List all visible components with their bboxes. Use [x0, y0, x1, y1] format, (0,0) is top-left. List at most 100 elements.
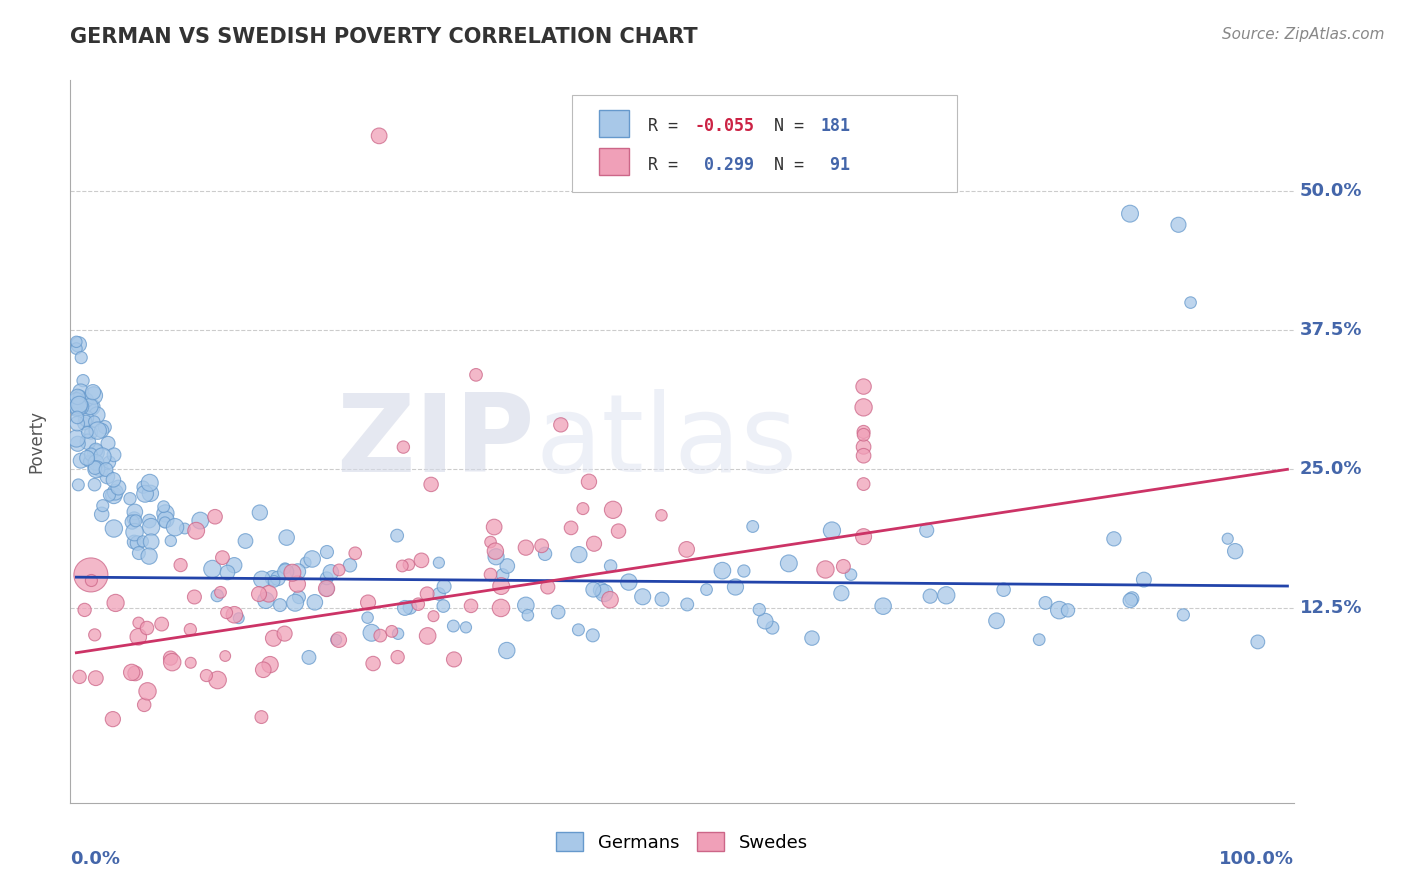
Text: 50.0%: 50.0%: [1299, 183, 1362, 201]
Point: [288, 590, 311, 604]
Point: [66, 417, 89, 431]
Point: [73, 417, 96, 431]
Point: [1167, 218, 1189, 232]
Text: 91: 91: [820, 155, 851, 174]
Point: [344, 546, 367, 560]
Point: [214, 648, 236, 663]
Point: [357, 595, 380, 609]
Point: [675, 542, 697, 557]
Point: [69, 670, 91, 684]
Text: ZIP: ZIP: [336, 389, 536, 494]
Point: [121, 665, 143, 680]
Point: [496, 559, 519, 574]
Point: [724, 580, 747, 594]
Point: [139, 475, 162, 490]
Point: [276, 531, 298, 545]
Point: [69, 390, 91, 404]
Point: [711, 564, 734, 578]
Point: [479, 567, 502, 582]
Point: [993, 582, 1015, 597]
Point: [169, 558, 191, 572]
Point: [416, 629, 439, 643]
Text: 0.0%: 0.0%: [70, 850, 121, 868]
Point: [65, 403, 87, 417]
Point: [495, 643, 517, 657]
Point: [98, 455, 121, 469]
Point: [460, 599, 482, 613]
Point: [104, 596, 127, 610]
Point: [152, 500, 174, 514]
Point: [387, 626, 409, 640]
Point: [1173, 607, 1195, 622]
Point: [416, 587, 439, 601]
Point: [124, 505, 146, 519]
Point: [103, 488, 125, 502]
Point: [83, 388, 105, 402]
Point: [368, 128, 391, 143]
Point: [80, 447, 103, 461]
Text: N =: N =: [773, 118, 814, 136]
Point: [76, 425, 98, 440]
Point: [315, 582, 337, 596]
Point: [84, 460, 107, 475]
Point: [80, 568, 103, 582]
Point: [267, 571, 290, 585]
Point: [479, 535, 502, 549]
Point: [83, 628, 105, 642]
Point: [748, 602, 770, 616]
Point: [90, 508, 112, 522]
Point: [399, 600, 422, 615]
Point: [97, 436, 120, 450]
Point: [122, 512, 145, 526]
Point: [155, 507, 177, 521]
Point: [1102, 532, 1125, 546]
Point: [761, 621, 783, 635]
Point: [72, 374, 94, 388]
Point: [485, 549, 508, 564]
Point: [274, 565, 297, 579]
Point: [83, 477, 105, 491]
Point: [67, 400, 90, 414]
Point: [273, 626, 295, 640]
Point: [249, 506, 271, 520]
Point: [568, 548, 591, 562]
Point: [432, 599, 454, 613]
Point: [207, 673, 229, 687]
Point: [441, 619, 464, 633]
Point: [66, 437, 89, 451]
Point: [173, 522, 195, 536]
Point: [201, 562, 224, 576]
Point: [319, 566, 342, 580]
Point: [259, 657, 281, 672]
Text: 37.5%: 37.5%: [1299, 321, 1362, 339]
Point: [484, 544, 506, 558]
Point: [134, 487, 156, 501]
Point: [69, 384, 91, 399]
Point: [801, 631, 824, 645]
Point: [217, 566, 239, 580]
Point: [285, 577, 308, 591]
Point: [139, 520, 162, 534]
Point: [83, 415, 105, 429]
Point: [839, 567, 862, 582]
Point: [986, 614, 1008, 628]
Point: [141, 534, 163, 549]
Point: [852, 477, 875, 491]
Point: [160, 655, 183, 669]
Point: [599, 559, 621, 574]
Point: [489, 601, 512, 615]
Point: [1225, 544, 1247, 558]
Point: [69, 392, 91, 406]
Point: [84, 455, 107, 469]
Point: [832, 559, 855, 574]
Point: [84, 446, 107, 460]
Point: [550, 417, 572, 432]
Point: [492, 568, 515, 582]
Point: [281, 566, 304, 580]
Point: [420, 477, 443, 491]
Point: [228, 611, 250, 625]
Point: [153, 516, 176, 530]
Point: [179, 623, 201, 637]
Point: [90, 424, 112, 438]
Point: [134, 698, 156, 712]
